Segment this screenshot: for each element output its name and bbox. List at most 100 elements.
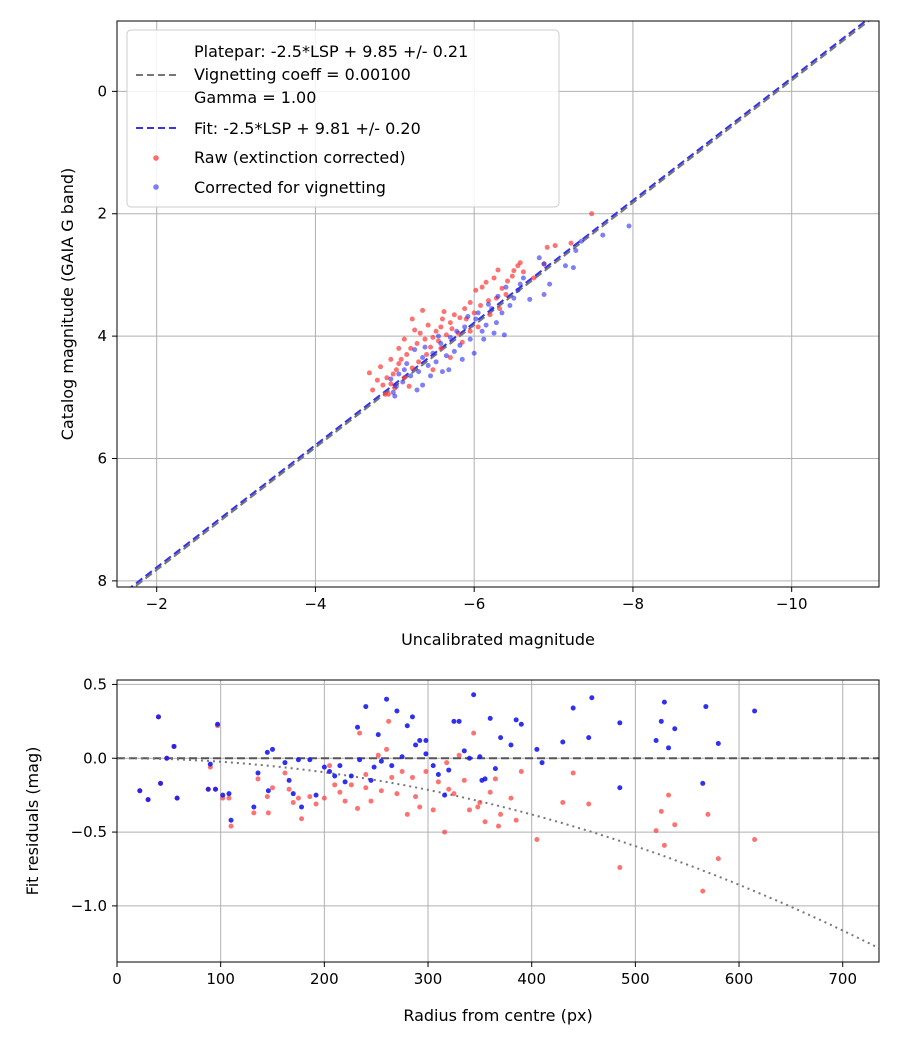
corrected-residual-point: [417, 738, 423, 744]
raw-residual-point: [475, 804, 481, 810]
bottom-x-tick-label: 100: [206, 970, 235, 988]
corrected-residual-point: [471, 692, 477, 698]
raw-point: [380, 382, 386, 388]
raw-point: [451, 312, 457, 318]
corrected-residual-point: [399, 754, 405, 760]
corrected-residual-point: [672, 726, 678, 732]
corrected-point: [428, 373, 434, 379]
corrected-residual-point: [389, 763, 395, 769]
raw-point: [433, 328, 439, 334]
raw-residual-point: [442, 829, 448, 835]
corrected-point: [457, 342, 463, 348]
corrected-point: [527, 296, 533, 302]
bottom-y-tick-label: −1.0: [71, 897, 107, 915]
bottom-x-tick-label: 200: [310, 970, 339, 988]
corrected-residual-point: [666, 745, 672, 751]
corrected-point: [459, 356, 465, 362]
corrected-residual-point: [145, 797, 151, 803]
corrected-residual-point: [570, 705, 576, 711]
raw-residual-point: [666, 792, 672, 798]
corrected-residual-point: [255, 770, 261, 776]
raw-residual-point: [705, 811, 711, 817]
raw-point: [475, 324, 481, 330]
raw-point: [443, 332, 449, 338]
legend-corrected-label: Corrected for vignetting: [194, 178, 386, 197]
corrected-point: [503, 284, 509, 290]
corrected-point: [570, 265, 576, 271]
raw-residual-point: [446, 786, 452, 792]
bottom-x-tick-label: 700: [828, 970, 857, 988]
corrected-residual-point: [661, 699, 667, 705]
corrected-point: [493, 320, 499, 326]
bottom-x-axis-label: Radius from centre (px): [403, 1006, 592, 1025]
corrected-residual-point: [342, 779, 348, 785]
corrected-point: [479, 328, 485, 334]
raw-residual-point: [251, 810, 257, 816]
bottom-x-tick-label: 600: [725, 970, 754, 988]
raw-residual-point: [270, 785, 276, 791]
raw-point: [439, 316, 445, 322]
legend-platepar-line3: Gamma = 1.00: [194, 88, 316, 107]
raw-residual-point: [700, 888, 706, 894]
corrected-point: [433, 359, 439, 365]
corrected-residual-point: [451, 718, 457, 724]
raw-residual-point: [492, 776, 498, 782]
raw-point: [462, 306, 468, 312]
corrected-point: [483, 322, 489, 328]
corrected-point: [454, 328, 460, 334]
raw-residual-point: [672, 822, 678, 828]
top-x-tick-label: −4: [304, 595, 326, 613]
corrected-residual-point: [394, 708, 400, 714]
corrected-point: [517, 281, 523, 287]
corrected-residual-point: [378, 758, 384, 764]
raw-point: [531, 275, 537, 281]
corrected-residual-point: [363, 704, 369, 710]
raw-point: [467, 328, 473, 334]
bottom-y-axis-label: Fit residuals (mag): [23, 747, 42, 896]
raw-residual-point: [348, 782, 354, 788]
raw-point: [428, 344, 434, 350]
corrected-point: [475, 310, 481, 316]
corrected-residual-point: [703, 704, 709, 710]
raw-residual-point: [264, 794, 270, 800]
corrected-residual-point: [321, 764, 327, 770]
raw-residual-point: [451, 791, 457, 797]
raw-point: [388, 381, 394, 387]
corrected-point: [446, 367, 452, 373]
corrected-residual-point: [456, 718, 462, 724]
raw-residual-point: [518, 769, 524, 775]
bottom-ticks: 0 100 200 300 400 500 600 700 0.5 0.0 −0.5 −1.0: [71, 675, 857, 988]
raw-residual-point: [389, 774, 395, 780]
raw-point: [438, 324, 444, 330]
raw-residual-point: [363, 785, 369, 791]
corrected-point: [473, 316, 479, 322]
corrected-residual-point: [205, 786, 211, 792]
corrected-residual-point: [226, 791, 232, 797]
corrected-residual-point: [617, 720, 623, 726]
raw-residual-point: [404, 811, 410, 817]
raw-residual-point: [409, 774, 415, 780]
raw-residual-point: [461, 777, 467, 783]
corrected-residual-point: [446, 767, 452, 773]
raw-residual-point: [508, 795, 514, 801]
corrected-point: [439, 369, 445, 375]
raw-residual-point: [444, 760, 450, 766]
corrected-residual-point: [404, 723, 410, 729]
raw-point: [438, 345, 444, 351]
top-y-tick-label: 0: [97, 82, 107, 100]
corrected-residual-point: [357, 757, 363, 763]
bottom-y-tick-label: 0.0: [83, 749, 107, 767]
raw-point: [495, 267, 501, 273]
raw-residual-point: [313, 801, 319, 807]
corrected-point: [562, 263, 568, 269]
corrected-residual-point: [228, 817, 234, 823]
raw-point: [425, 322, 431, 328]
legend-raw-label: Raw (extinction corrected): [194, 148, 406, 167]
corrected-point: [541, 261, 547, 267]
bottom-reference-lines: [117, 757, 879, 950]
corrected-residual-point: [327, 769, 333, 775]
corrected-residual-point: [375, 732, 381, 738]
raw-residual-point: [255, 776, 261, 782]
raw-point: [420, 307, 426, 313]
